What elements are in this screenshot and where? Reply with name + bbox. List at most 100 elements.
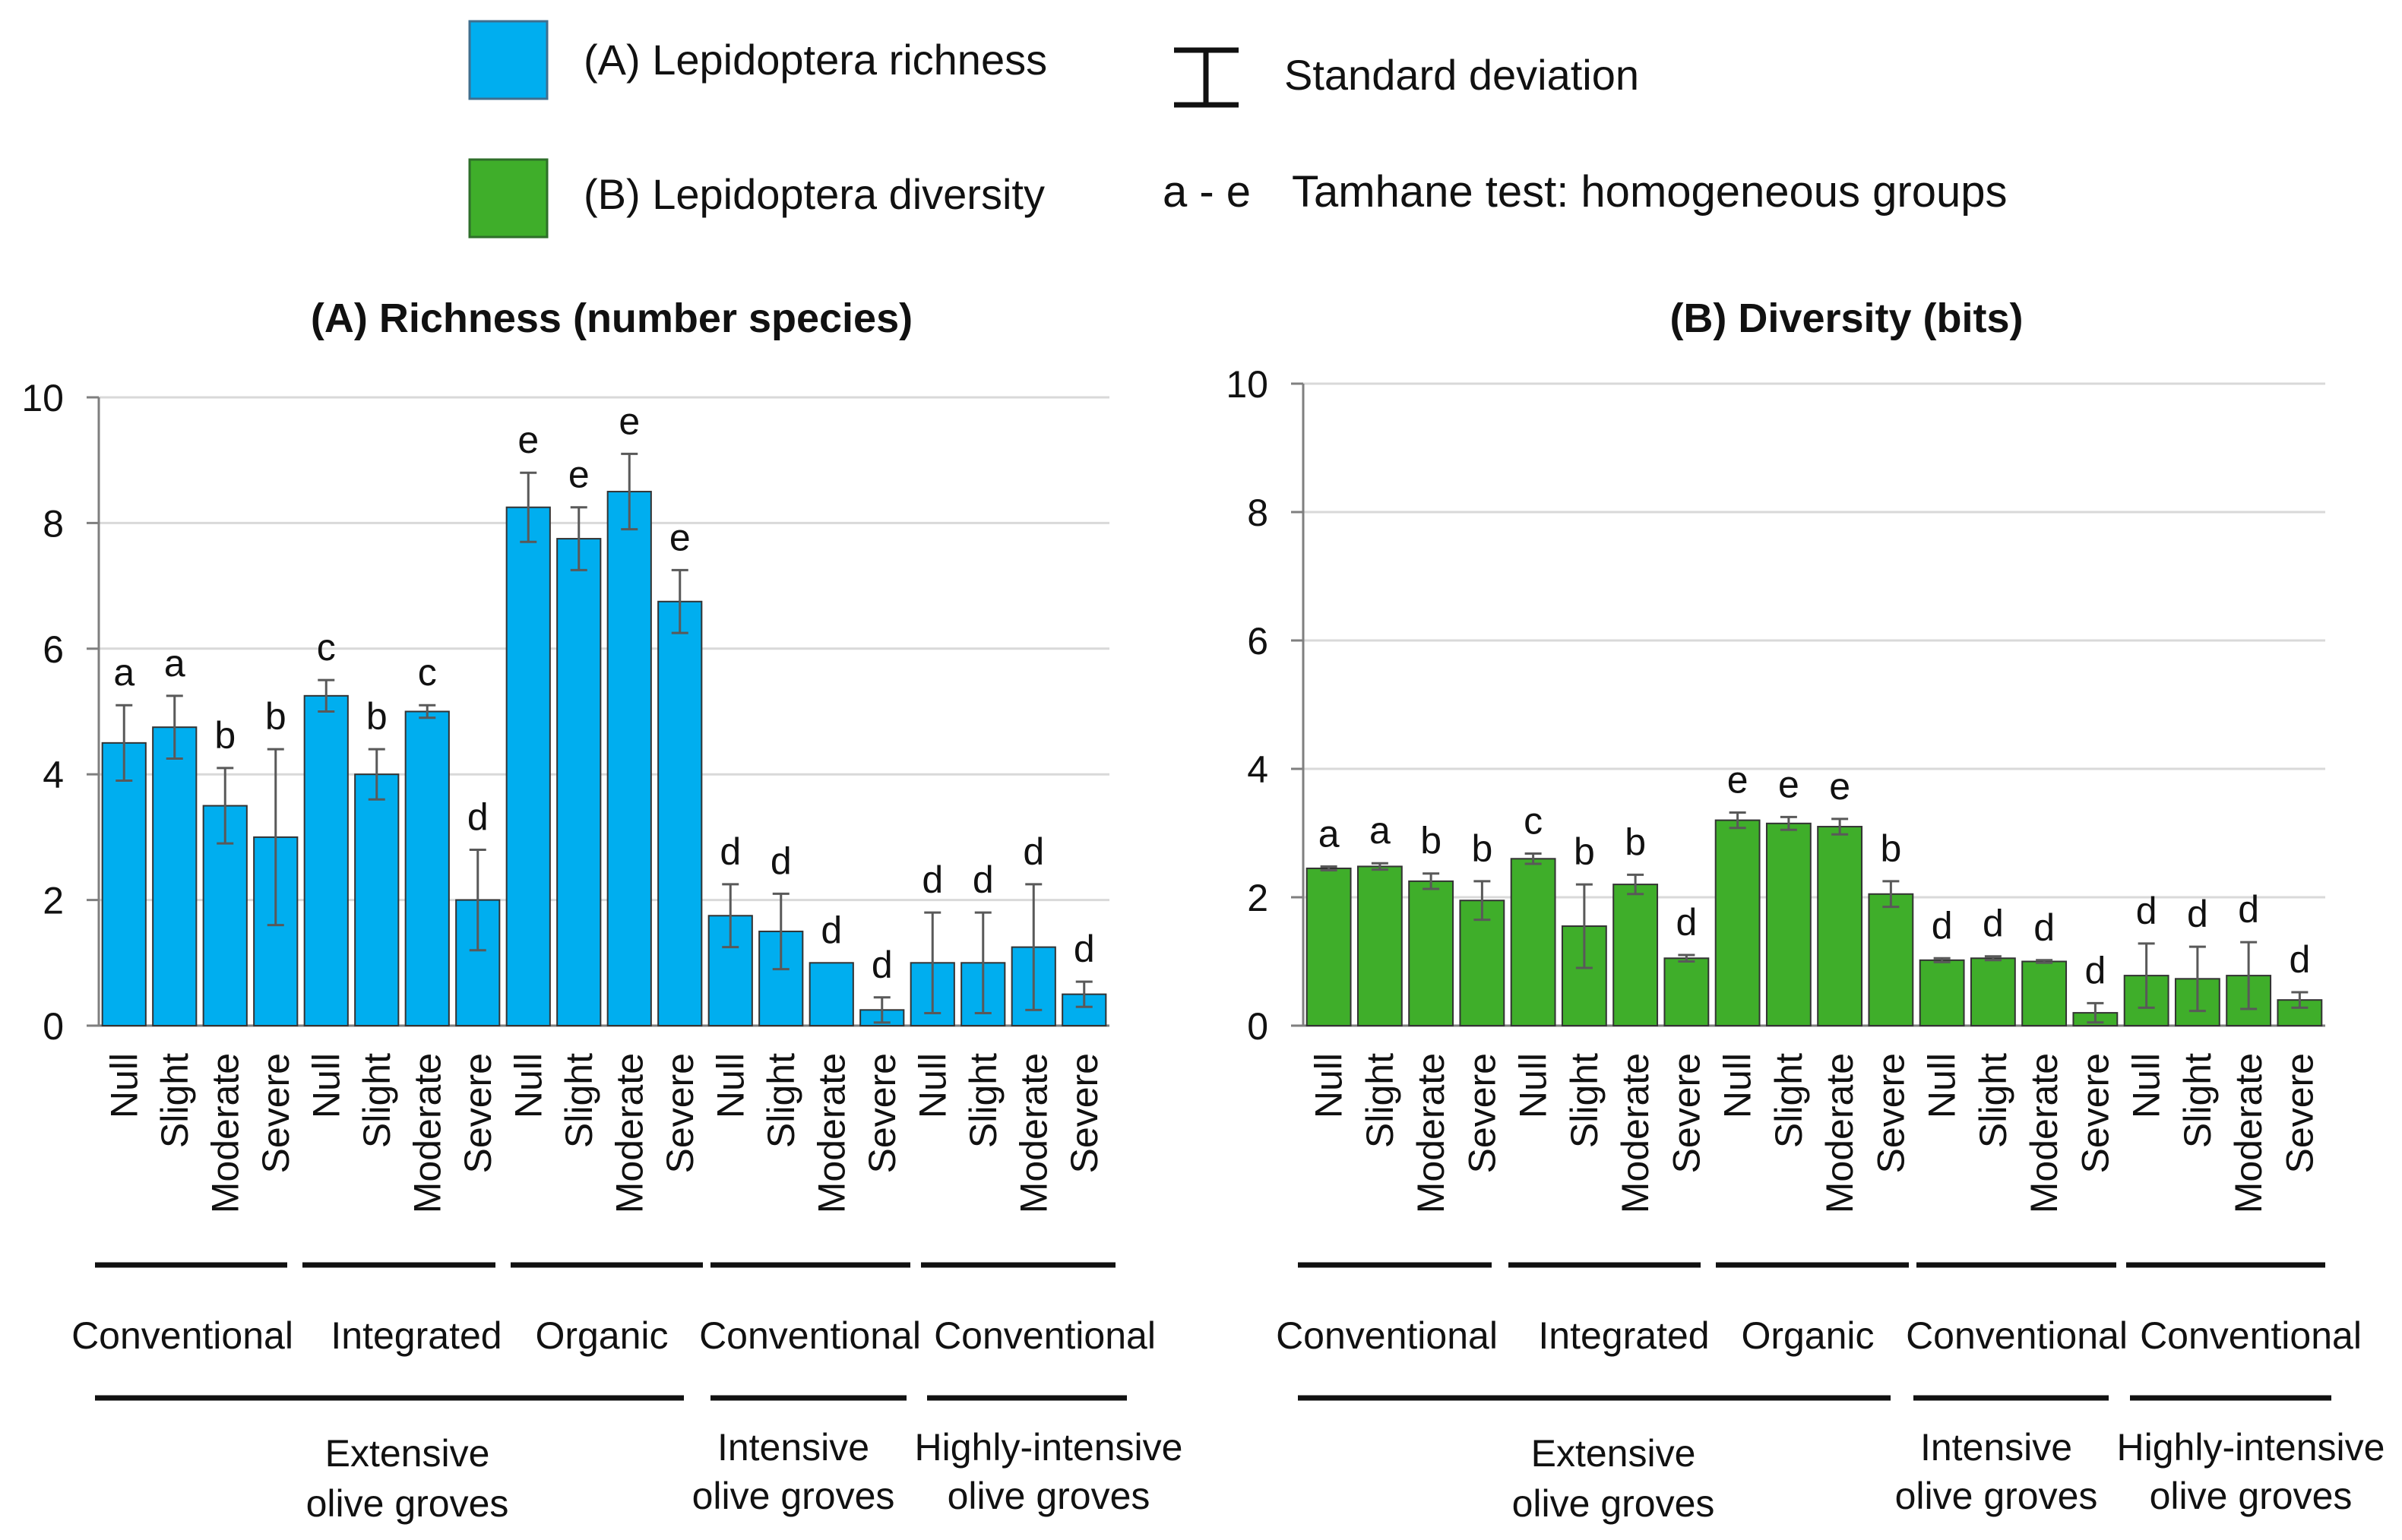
x-tick-label: Severe [1063,1053,1106,1173]
x-tick-label: Severe [1461,1053,1503,1173]
x-tick-label: Null [305,1053,347,1118]
error-bar [873,996,891,1024]
x-tick-label: Slight [356,1053,398,1148]
x-tick-label: Slight [1767,1053,1810,1148]
bar [1356,865,1403,1026]
management-label: Integrated [331,1314,502,1357]
group-letter: b [1471,827,1492,870]
x-tick-label: Null [103,1053,145,1118]
x-tick-label: Null [1921,1053,1964,1118]
error-bar [2291,991,2309,1009]
bar [101,742,147,1026]
group-letter: d [1023,830,1044,873]
error-bar [1423,872,1440,890]
group-letter: e [517,419,539,461]
group-letter: d [467,795,489,838]
group-letter: d [1676,901,1697,944]
y-tick-label: 4 [1247,748,1268,791]
x-tick-label: Moderate [2227,1053,2270,1213]
error-bar [2240,941,2258,1010]
grove-type-label: Intensive [717,1426,869,1469]
y-tick-label: 2 [1247,877,1268,919]
error-bar [1575,883,1593,969]
y-tick-label: 4 [43,754,64,796]
group-letter: b [265,695,286,738]
group-letter: e [1727,758,1748,801]
x-tick-label: Moderate [1614,1053,1657,1213]
grove-type-sublabel: olive groves [306,1482,509,1525]
x-tick-label: Severe [659,1053,701,1173]
management-label: Conventional [1906,1314,2128,1357]
x-tick-label: Moderate [204,1053,246,1213]
bar [1868,893,1914,1027]
group-letter: b [1880,827,1901,870]
group-letter: d [720,830,741,873]
legend-groups-label: Tamhane test: homogeneous groups [1292,167,2008,217]
bar [2021,960,2068,1026]
error-bar [1984,955,2002,962]
bar [505,506,551,1026]
legend-diversity-label: (B) Lepidoptera diversity [584,170,1045,218]
legend: (A) Lepidoptera richness (B) Lepidoptera… [468,20,2008,239]
error-bar [267,748,284,927]
error-bar [1678,953,1695,963]
error-bar [1075,980,1093,1008]
legend-groups-symbol: a - e [1163,167,1251,217]
group-letter: e [1829,765,1850,808]
bar [455,899,501,1026]
management-label: Organic [1741,1314,1874,1357]
x-tick-label: Null [507,1053,549,1118]
error-bar [2087,1001,2104,1024]
bar [1305,867,1352,1026]
error-bar [166,694,183,761]
error-bar [772,892,790,971]
grove-type-sublabel: olive groves [692,1475,895,1517]
x-tick-label: Severe [2278,1053,2321,1173]
x-tick-label: Severe [457,1053,499,1173]
x-tick-label: Moderate [2023,1053,2065,1213]
management-label: Conventional [699,1314,921,1357]
bar [1663,957,1710,1027]
group-letter: d [1983,903,2004,945]
error-bar [570,506,587,571]
grove-type-label: Highly-intensive [2117,1426,2385,1469]
error-bar [368,748,385,801]
error-bar [924,911,941,1014]
group-letter: b [366,695,388,738]
group-letter: e [568,454,590,496]
group-letter: b [1574,830,1595,873]
grove-type-sublabel: olive groves [948,1475,1150,1517]
x-tick-label: Moderate [1410,1053,1452,1213]
group-letter: d [2238,888,2259,931]
legend-richness-swatch [468,20,549,100]
legend-sd-label: Standard deviation [1284,51,1639,99]
error-bar [2036,959,2053,964]
y-tick-label: 0 [43,1005,64,1048]
y-tick-label: 0 [1247,1005,1268,1048]
bar [809,962,854,1027]
error-bar [217,767,234,845]
error-bar [1780,815,1797,831]
group-letter: d [821,909,842,951]
bar [1765,822,1812,1026]
error-bar [469,848,486,952]
x-tick-label: Null [1308,1053,1350,1118]
bar [1919,959,1965,1027]
group-letter: b [1625,821,1646,863]
bar [1408,880,1454,1026]
grove-type-sublabel: olive groves [1895,1475,2098,1517]
legend-sd-icon [1174,47,1239,108]
x-tick-label: Slight [1972,1053,2014,1148]
error-bar [1371,862,1388,871]
y-tick-label: 10 [1226,363,1268,406]
error-bar [2188,945,2206,1013]
bar [556,538,602,1026]
group-letter: d [973,859,994,901]
x-tick-label: Null [2125,1053,2168,1118]
y-tick-label: 2 [43,880,64,922]
x-tick-label: Severe [255,1053,297,1173]
grove-type-label: Extensive [1531,1432,1696,1475]
error-bar [1831,817,1849,836]
